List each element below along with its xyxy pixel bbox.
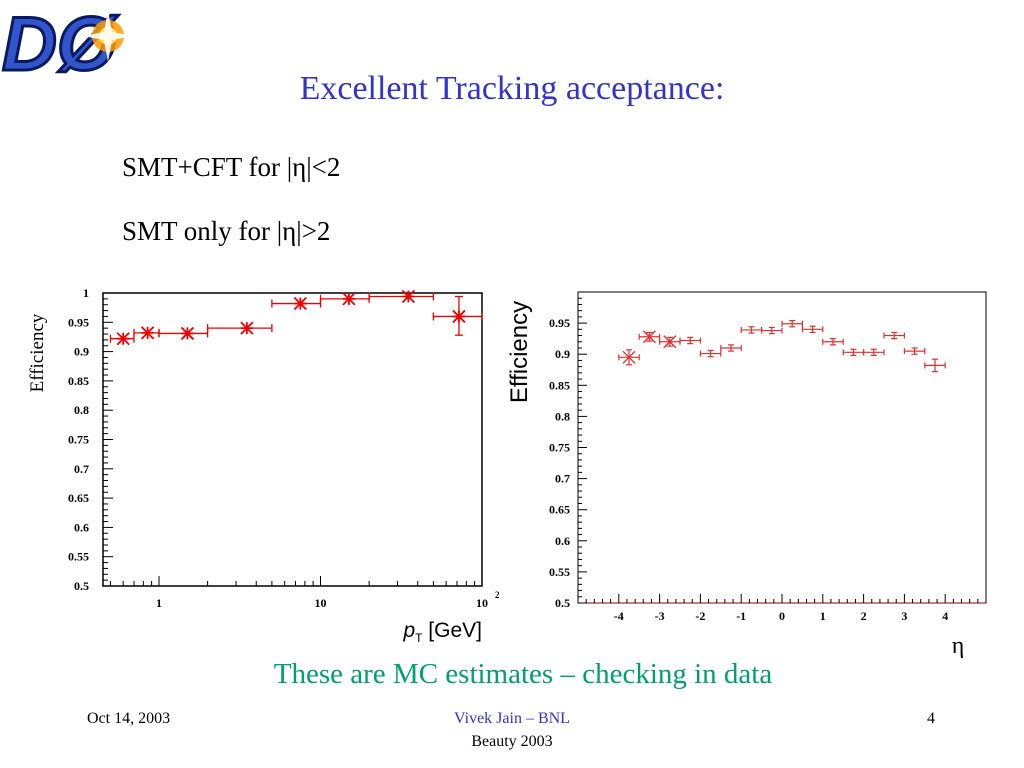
plot-frame: [102, 292, 483, 587]
x-tick-label: 3: [901, 609, 907, 623]
bullet-smt-only: SMT only for |η|>2: [122, 216, 331, 246]
x-axis-label: η: [952, 633, 965, 659]
data-point: [432, 295, 483, 336]
x-tick-label: 4: [942, 609, 948, 623]
y-tick-label: 0.9: [555, 347, 570, 361]
mc-estimates-note: These are MC estimates – checking in dat…: [273, 658, 773, 690]
x-axis-label: pT [GeV]: [402, 619, 482, 645]
data-point: [863, 348, 885, 357]
y-tick-label: 0.6: [555, 534, 570, 548]
data-point: [924, 358, 946, 373]
data-point: [659, 335, 681, 349]
y-axis-label: Efficiency: [506, 301, 533, 403]
y-tick-label: 0.5: [74, 579, 89, 593]
data-point: [618, 349, 640, 366]
efficiency-vs-eta-chart: 0.5 0.55 0.6 0.65 0.7 0.75 0.8 0.85 0.9 0.95 -4 -3 -…: [506, 291, 987, 659]
y-tick-label: 0.95: [549, 316, 570, 330]
data-point: [822, 338, 844, 346]
star-marker: [116, 332, 130, 346]
slide-title: Excellent Tracking acceptance:: [299, 70, 725, 107]
data-point: [883, 331, 905, 340]
y-tick-label: 0.6: [74, 520, 89, 534]
star-marker: [342, 292, 356, 306]
data-point: [801, 325, 824, 334]
data-point: [638, 330, 661, 344]
footer-date: Oct 14, 2003: [87, 710, 171, 727]
y-tick-label: 0.55: [68, 550, 89, 564]
y-tick-label: 0.95: [68, 315, 89, 329]
footer-page-number: 4: [927, 710, 935, 727]
x-tick-label-exponent: 2: [495, 590, 500, 600]
y-tick-label: 1: [83, 286, 89, 300]
y-tick-label: 0.9: [74, 345, 89, 359]
star-marker: [663, 335, 677, 349]
y-tick-label: 0.7: [555, 472, 570, 486]
star-marker: [140, 326, 155, 340]
data-point: [271, 296, 322, 311]
y-tick-label: 0.8: [555, 409, 570, 423]
x-tick-label: 1: [156, 596, 162, 610]
y-tick-label: 0.7: [74, 462, 89, 476]
data-point: [903, 347, 926, 355]
data-point: [319, 292, 370, 306]
y-tick-label: 0.75: [68, 433, 89, 447]
x-tick-label: -1: [736, 609, 746, 623]
x-tick-label: 0: [779, 609, 785, 623]
y-tick-label: 0.65: [68, 491, 89, 505]
y-tick-label: 0.65: [549, 503, 570, 517]
data-point: [781, 320, 803, 328]
data-point: [158, 326, 209, 341]
x-tick-label: 10: [315, 596, 327, 610]
x-tick-label: 1: [820, 609, 826, 623]
data-point: [368, 289, 435, 304]
data-point: [109, 332, 135, 346]
star-marker: [622, 350, 636, 364]
star-marker: [293, 296, 307, 311]
star-marker: [452, 309, 466, 324]
data-point: [133, 326, 160, 340]
x-tick-label: 2: [861, 609, 867, 623]
x-tick-label: -2: [695, 609, 705, 623]
bullet-smt-cft: SMT+CFT for |η|<2: [122, 152, 341, 182]
y-tick-label: 0.55: [549, 565, 570, 579]
x-tick-label: -4: [614, 609, 624, 623]
footer-author: Vivek Jain – BNL: [454, 710, 570, 727]
footer-conference: Beauty 2003: [471, 733, 553, 750]
star-marker: [642, 330, 656, 344]
data-point: [720, 344, 742, 352]
data-point: [740, 326, 763, 334]
star-marker: [401, 289, 416, 304]
y-tick-label: 0.8: [74, 403, 89, 417]
y-axis-label: Efficiency: [27, 313, 48, 392]
star-marker: [180, 326, 195, 341]
data-point: [761, 326, 783, 335]
star-marker: [240, 321, 254, 335]
data-point: [699, 349, 722, 358]
x-tick-label: -3: [655, 609, 665, 623]
logo-flare-icon: [82, 10, 134, 62]
y-tick-label: 0.75: [549, 441, 570, 455]
data-point: [206, 321, 273, 335]
y-tick-label: 0.85: [549, 378, 570, 392]
d0-logo: DØ: [1, 1, 134, 82]
x-tick-label: 10: [476, 596, 488, 610]
efficiency-vs-pt-chart: 0.5 0.55 0.6 0.65 0.7 0.75 0.8 0.85 0.9 0.95 1 1 10 1…: [27, 286, 500, 645]
data-point: [842, 348, 865, 357]
data-point: [679, 336, 701, 345]
y-tick-label: 0.85: [68, 374, 89, 388]
y-tick-label: 0.5: [555, 596, 570, 610]
